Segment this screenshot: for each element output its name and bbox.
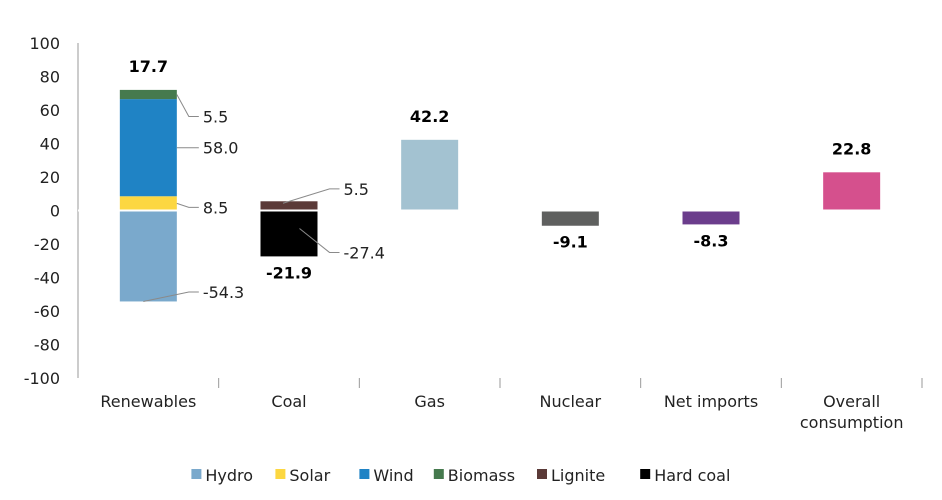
- total-value-label: 42.2: [410, 107, 449, 126]
- y-tick-label: -40: [34, 269, 60, 288]
- y-tick-label: -100: [24, 369, 60, 388]
- bar-hard-coal: [260, 210, 318, 257]
- legend-label: Lignite: [551, 466, 605, 485]
- bar-biomass: [119, 89, 177, 100]
- bar-category-5: [823, 172, 881, 211]
- bar-hydro: [119, 210, 177, 302]
- bar-category-2: [401, 139, 459, 211]
- legend-swatch: [275, 469, 286, 479]
- y-tick-label: -60: [34, 302, 60, 321]
- segment-value-label: 5.5: [203, 108, 228, 127]
- segment-value-label: 8.5: [203, 198, 228, 217]
- x-category-label: Nuclear: [540, 392, 602, 411]
- y-tick-label: 20: [40, 168, 60, 187]
- bar-category-3: [541, 210, 599, 226]
- y-tick-label: 0: [50, 202, 60, 221]
- total-value-label: -8.3: [694, 231, 729, 250]
- total-value-label: 17.7: [129, 57, 168, 76]
- total-value-label: 22.8: [832, 139, 871, 158]
- legend-label: Biomass: [448, 466, 515, 485]
- leader-line: [176, 94, 199, 118]
- leader-line: [282, 188, 340, 204]
- x-category-label: Net imports: [664, 392, 758, 411]
- bar-lignite: [260, 201, 318, 211]
- legend-label: Solar: [289, 466, 330, 485]
- x-category-label: Renewables: [100, 392, 196, 411]
- legend-swatch: [359, 469, 370, 479]
- y-tick-label: 100: [29, 34, 60, 53]
- bar-wind: [119, 99, 177, 197]
- segment-value-label: -27.4: [344, 243, 385, 262]
- segment-value-label: 58.0: [203, 139, 239, 158]
- leader-line: [176, 202, 199, 208]
- y-tick-label: 80: [40, 68, 60, 87]
- segment-value-label: 5.5: [344, 180, 369, 199]
- x-category-label: Coal: [271, 392, 306, 411]
- y-tick-label: 60: [40, 101, 60, 120]
- bar-solar: [119, 196, 177, 211]
- leader-line: [143, 291, 199, 302]
- x-category-label: Gas: [414, 392, 445, 411]
- legend-label: Hard coal: [654, 466, 730, 485]
- x-category-label: consumption: [800, 413, 904, 432]
- legend-label: Hydro: [205, 466, 253, 485]
- segment-value-label: -54.3: [203, 283, 244, 302]
- legend-swatch: [640, 469, 651, 479]
- x-category-label: Overall: [823, 392, 880, 411]
- leader-line: [299, 228, 340, 253]
- y-tick-label: -20: [34, 235, 60, 254]
- y-tick-label: -80: [34, 336, 60, 355]
- total-value-label: -9.1: [553, 233, 588, 252]
- bar-category-4: [682, 210, 740, 225]
- legend-swatch: [433, 469, 444, 479]
- legend-label: Wind: [373, 466, 413, 485]
- legend-swatch: [191, 469, 202, 479]
- y-tick-label: 40: [40, 135, 60, 154]
- total-value-label: -21.9: [266, 263, 312, 282]
- legend-swatch: [537, 469, 547, 479]
